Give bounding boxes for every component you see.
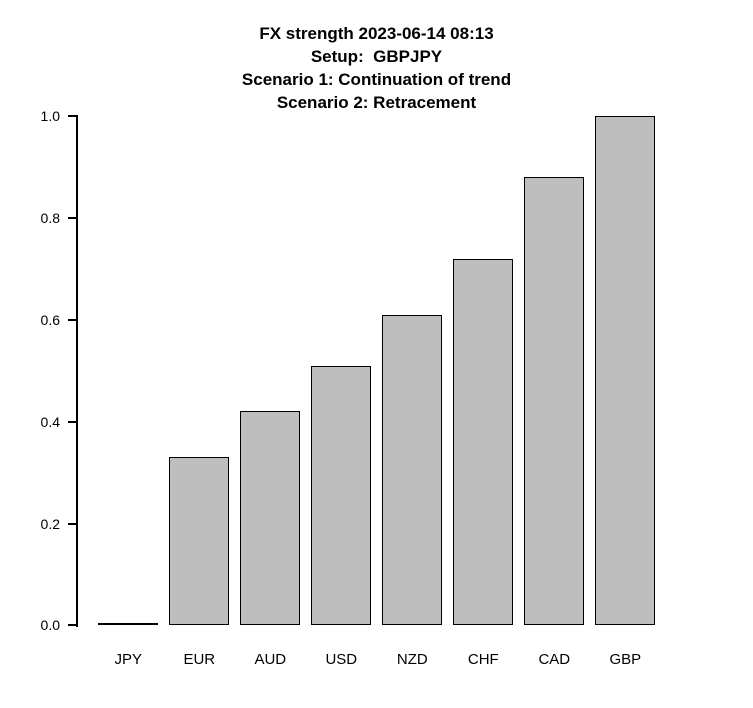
y-tick [68, 216, 76, 219]
x-axis-label-eur: EUR [183, 651, 216, 668]
y-tick [68, 115, 76, 117]
x-axis-label-nzd: NZD [396, 651, 428, 668]
y-tick [68, 522, 76, 525]
y-tick-label: 1.0 [40, 108, 60, 124]
x-axis-label-cad: CAD [538, 651, 571, 668]
y-tick-label: 0.0 [40, 617, 60, 634]
x-axis-label-gbp: GBP [609, 651, 642, 668]
bar-gbp [595, 116, 656, 626]
chart-title-line-3: Scenario 1: Continuation of trend [241, 70, 512, 89]
chart-title-line-4: Scenario 2: Retracement [276, 93, 477, 112]
x-axis-label-chf: CHF [467, 651, 499, 668]
y-axis-line [76, 115, 78, 627]
y-tick-label: 0.8 [40, 209, 60, 226]
y-tick [68, 624, 76, 627]
bar-chf [453, 258, 514, 626]
x-axis-label-aud: AUD [254, 651, 287, 668]
chart-title-line-1: FX strength 2023-06-14 08:13 [259, 24, 494, 43]
x-axis-label-usd: USD [325, 651, 358, 668]
y-tick [68, 318, 76, 321]
bar-jpy [98, 623, 159, 626]
y-tick-label: 0.6 [40, 311, 60, 328]
chart-title-block: FX strength 2023-06-14 08:13 Setup: GBPJ… [0, 22, 753, 114]
bar-cad [524, 177, 585, 626]
y-tick [68, 420, 76, 423]
y-tick-label: 0.2 [40, 515, 60, 532]
chart-title-line-2: Setup: GBPJPY [310, 47, 443, 66]
bar-nzd [382, 314, 443, 626]
y-tick-label: 0.4 [40, 413, 60, 430]
bar-eur [169, 457, 230, 626]
bar-usd [311, 365, 372, 626]
x-axis-label-jpy: JPY [114, 651, 143, 668]
bar-aud [240, 411, 301, 626]
